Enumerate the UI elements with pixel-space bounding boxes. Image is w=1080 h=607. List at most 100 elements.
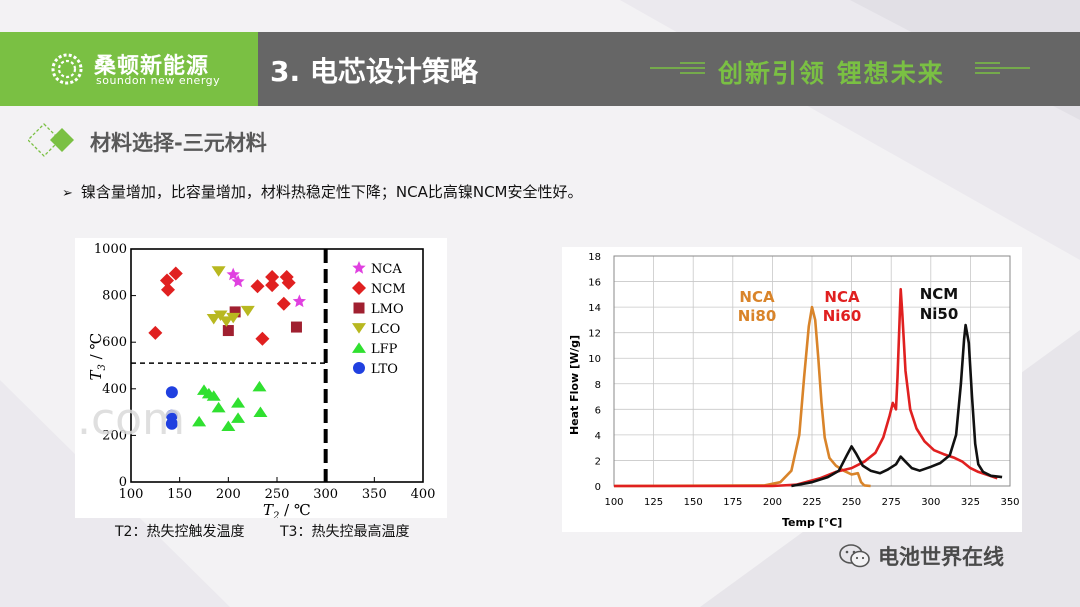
series-line-1 <box>614 287 998 488</box>
logo-subtitle: soundon new energy <box>96 74 221 87</box>
x-tick-label: 200 <box>216 487 241 502</box>
series-label-0-line1: NCA <box>739 288 775 306</box>
legend-label-lmo: LMO <box>371 302 404 317</box>
y-axis-label: T3 / ℃ <box>87 333 108 381</box>
series-lco <box>206 266 255 327</box>
data-point-lmo <box>290 321 302 333</box>
data-point-ncm <box>160 282 175 297</box>
data-point-lfp <box>231 397 246 408</box>
watermark: 电池世界在线 <box>838 541 1004 571</box>
data-point-lmo <box>222 325 234 337</box>
slogan-decor-right <box>975 62 1030 74</box>
data-point-lfp <box>252 380 267 392</box>
caption-t3: T3：热失控最高温度 <box>280 524 410 540</box>
x-tick-label: 250 <box>842 497 861 508</box>
data-point-lfp <box>221 420 236 431</box>
x-tick-label: 250 <box>265 487 290 502</box>
legend-marker-nca <box>352 261 366 274</box>
y-tick-label: 400 <box>102 382 127 397</box>
data-point-ncm <box>265 269 280 284</box>
x-tick-label: 300 <box>921 497 940 508</box>
series-label-0-line2: Ni80 <box>738 307 777 325</box>
series-label-1-line2: Ni60 <box>823 307 862 325</box>
x-tick-label: 150 <box>167 487 192 502</box>
data-point-lco <box>226 312 241 324</box>
wechat-icon <box>839 544 870 568</box>
y-tick-label: 4 <box>595 431 601 442</box>
line-chart: 100 125 150 175 200 225 250 275 300 325 350 0 2 4 6 8 10… <box>568 252 1020 529</box>
data-point-lfp <box>206 390 221 401</box>
data-point-ncm <box>265 278 280 293</box>
caption-t2: T2：热失控触发温度 <box>115 524 245 540</box>
series-lmo <box>222 306 302 337</box>
y-tick-label: 10 <box>588 354 601 365</box>
legend-label-nca: NCA <box>371 262 402 277</box>
legend-marker-lto <box>353 362 365 374</box>
data-point-lco <box>240 305 255 317</box>
y-tick-label: 0 <box>595 482 601 493</box>
scatter-chart: 100 150 200 250 300 350 400 0 200 400 600 800 1000 T2… <box>77 242 436 518</box>
data-point-lfp <box>211 401 226 413</box>
x-tick-label: 300 <box>313 487 338 502</box>
series-line-2 <box>791 323 1003 488</box>
y-tick-label: 0 <box>119 475 127 490</box>
logo-bar <box>0 32 258 106</box>
series-label-1-line1: NCA <box>824 288 860 306</box>
y-tick-label: 16 <box>588 278 601 289</box>
data-point-lco <box>211 266 226 277</box>
legend-marker-lfp <box>352 342 366 353</box>
y-tick-label: 1000 <box>94 242 127 257</box>
x-tick-label: 325 <box>961 497 980 508</box>
slogan-decor-left <box>650 62 705 74</box>
section-diamond-icon <box>28 123 74 157</box>
legend-label-lto: LTO <box>371 362 398 377</box>
x-tick-label: 275 <box>882 497 901 508</box>
y-tick-label: 800 <box>102 289 127 304</box>
data-point-nca <box>292 294 306 308</box>
series-label-2-line2: Ni50 <box>920 305 959 323</box>
data-point-nca <box>231 274 245 288</box>
legend-marker-lmo <box>353 302 365 314</box>
data-point-ncm <box>276 296 291 311</box>
x-tick-label: 225 <box>802 497 821 508</box>
y-tick-label: 600 <box>102 335 127 350</box>
watermark-text: 电池世界在线 <box>878 545 1004 569</box>
data-point-lfp <box>253 406 268 417</box>
data-point-lco <box>206 314 221 325</box>
legend-label-lfp: LFP <box>371 342 398 357</box>
data-point-lmo <box>229 306 241 318</box>
logo-icon <box>51 53 83 85</box>
y-tick-label: 14 <box>588 303 601 314</box>
x-tick-label: 400 <box>411 487 436 502</box>
y-tick-label: 12 <box>588 329 601 340</box>
x-tick-label: 150 <box>684 497 703 508</box>
legend-label-ncm: NCM <box>371 282 406 297</box>
data-point-lco <box>213 310 228 322</box>
y-tick-label: 2 <box>595 456 601 467</box>
y-axis-label: Heat Flow [W/g] <box>568 335 581 435</box>
x-tick-label: 350 <box>362 487 387 502</box>
slogan: 创新引领 锂想未来 <box>718 59 945 88</box>
series-nca <box>226 267 306 308</box>
data-point-nca <box>226 267 240 281</box>
section-title: 材料选择-三元材料 <box>90 131 267 155</box>
series-ncm <box>148 266 296 346</box>
data-point-lto <box>165 386 178 399</box>
data-point-lco <box>219 316 234 327</box>
page-title: 3. 电芯设计策略 <box>270 55 478 88</box>
plot-frame <box>613 255 1011 487</box>
series-line-0 <box>613 305 871 488</box>
series-lto <box>165 386 178 430</box>
x-tick-label: 100 <box>604 497 623 508</box>
data-point-ncm <box>250 279 265 294</box>
y-tick-label: 200 <box>102 428 127 443</box>
legend-marker-lco <box>352 323 366 334</box>
data-point-lfp <box>192 415 207 427</box>
watermark-overlay: .com <box>77 394 185 445</box>
x-tick-label: 200 <box>763 497 782 508</box>
x-tick-label: 100 <box>119 487 144 502</box>
legend-marker-ncm <box>352 281 366 295</box>
bullet-point: ➢ 镍含量增加，比容量增加，材料热稳定性下降；NCA比高镍NCM安全性好。 <box>62 181 583 202</box>
title-bar <box>258 32 1080 106</box>
data-point-ncm <box>148 325 163 340</box>
